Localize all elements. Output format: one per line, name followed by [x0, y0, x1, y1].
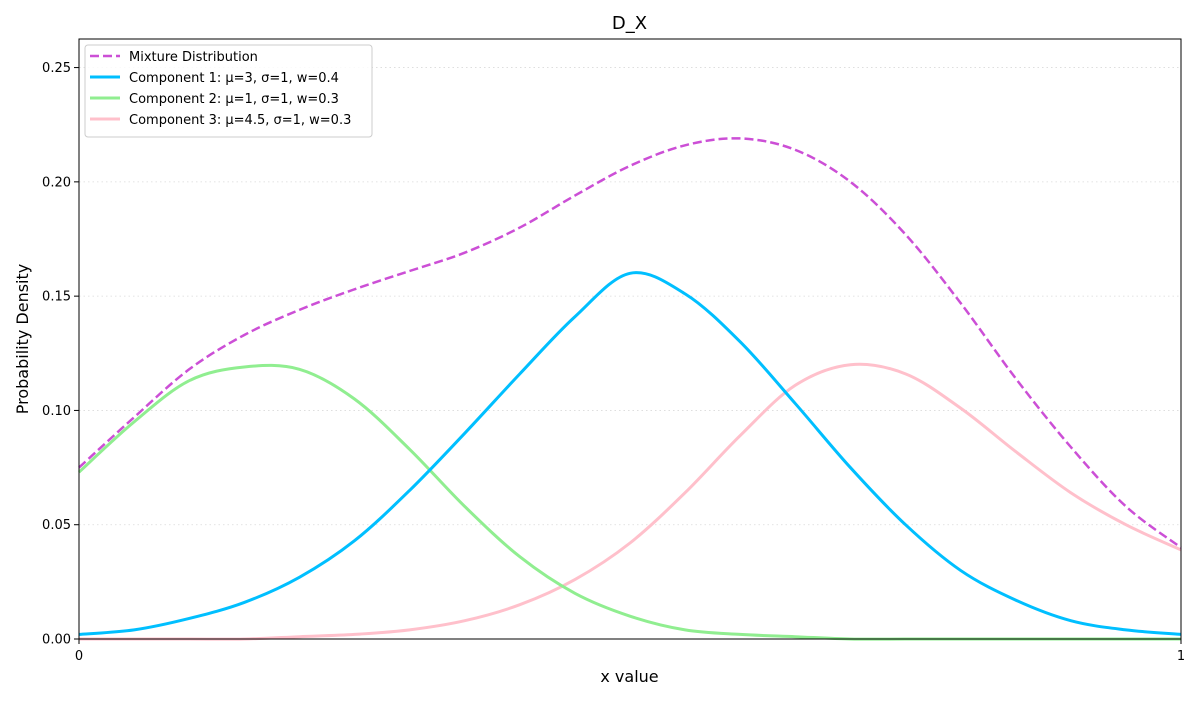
x-tick-label: 0	[75, 649, 83, 664]
y-axis-label: Probability Density	[13, 264, 32, 415]
y-tick-label: 0.25	[42, 61, 71, 76]
legend-label: Mixture Distribution	[129, 50, 258, 65]
series-line-2	[78, 271, 1182, 636]
y-tick-label: 0.00	[42, 633, 71, 648]
grid-layer	[79, 67, 1181, 526]
plot-frame	[78, 38, 1182, 640]
y-tick-label: 0.20	[42, 175, 71, 190]
y-tick-label: 0.05	[42, 518, 71, 533]
legend-box	[84, 44, 373, 138]
legend: Mixture Distribution Component 1: μ=3, σ=…	[84, 44, 373, 138]
chart-title: D_X	[612, 13, 647, 34]
legend-label: Component 3: μ=4.5, σ=1, w=0.3	[129, 113, 351, 128]
x-axis-label: x value	[600, 667, 658, 686]
series-line-1	[78, 137, 1182, 549]
legend-label: Component 1: μ=3, σ=1, w=0.4	[129, 71, 339, 86]
x-tick-label: 1	[1177, 649, 1185, 664]
ticks-layer: 0.00 0.05 0.10 0.15 0.20 0.25 0 1	[42, 61, 1185, 664]
series-line-4	[78, 362, 1182, 641]
y-tick-label: 0.10	[42, 404, 71, 419]
legend-label: Component 2: μ=1, σ=1, w=0.3	[129, 92, 339, 107]
y-tick-label: 0.15	[42, 290, 71, 305]
